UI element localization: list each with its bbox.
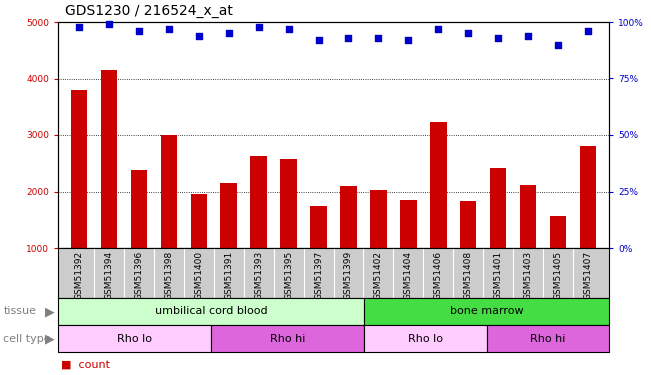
Point [463,30,473,36]
Point [133,28,144,34]
Text: GSM51393: GSM51393 [254,251,263,300]
Text: GSM51400: GSM51400 [194,251,203,300]
Bar [71,90,87,248]
Bar [364,298,609,325]
Text: GSM51408: GSM51408 [464,251,473,300]
Point [163,26,174,32]
Text: GSM51407: GSM51407 [583,251,592,300]
Point [253,24,264,30]
Text: ▶: ▶ [45,305,55,318]
Bar [364,325,486,352]
Point [193,33,204,39]
Text: tissue: tissue [3,306,36,316]
Text: GSM51405: GSM51405 [553,251,562,300]
Text: GSM51401: GSM51401 [493,251,503,300]
Text: GSM51403: GSM51403 [523,251,533,300]
Bar [221,183,237,248]
Text: ▶: ▶ [45,332,55,345]
Point [223,30,234,36]
Text: GDS1230 / 216524_x_at: GDS1230 / 216524_x_at [64,4,232,18]
Text: Rho hi: Rho hi [530,333,566,344]
Bar [400,200,417,248]
Bar [251,156,267,248]
Text: bone marrow: bone marrow [450,306,523,316]
Text: Rho lo: Rho lo [117,333,152,344]
Point [583,28,593,34]
Point [553,42,563,48]
Bar [430,122,447,248]
Text: GSM51395: GSM51395 [284,251,293,300]
Bar [490,168,506,248]
Text: GSM51402: GSM51402 [374,251,383,300]
Text: cell type: cell type [3,333,51,344]
Bar [161,135,177,248]
Text: GSM51404: GSM51404 [404,251,413,300]
Text: Rho hi: Rho hi [270,333,305,344]
Bar [370,190,387,248]
Bar [311,206,327,248]
Bar [550,216,566,248]
Point [373,35,383,41]
Bar [340,186,357,248]
Text: GSM51391: GSM51391 [224,251,233,300]
Text: Rho lo: Rho lo [408,333,443,344]
Text: GSM51398: GSM51398 [164,251,173,300]
Bar [520,185,536,248]
Bar [281,159,297,248]
Text: GSM51397: GSM51397 [314,251,323,300]
Bar [191,194,207,248]
Point [104,21,114,27]
Bar [580,146,596,248]
Bar [58,325,211,352]
Point [493,35,503,41]
Text: GSM51392: GSM51392 [74,251,83,300]
Bar [131,170,147,248]
Text: GSM51396: GSM51396 [134,251,143,300]
Point [313,37,324,43]
Bar [460,201,477,248]
Point [283,26,294,32]
Point [343,35,353,41]
Point [433,26,443,32]
Text: GSM51399: GSM51399 [344,251,353,300]
Bar [58,298,364,325]
Point [403,37,413,43]
Text: GSM51406: GSM51406 [434,251,443,300]
Text: GSM51394: GSM51394 [104,251,113,300]
Text: umbilical cord blood: umbilical cord blood [155,306,268,316]
Bar [101,70,117,248]
Bar [486,325,609,352]
Point [523,33,533,39]
Text: ■  count: ■ count [61,360,110,369]
Bar [211,325,364,352]
Point [74,24,84,30]
